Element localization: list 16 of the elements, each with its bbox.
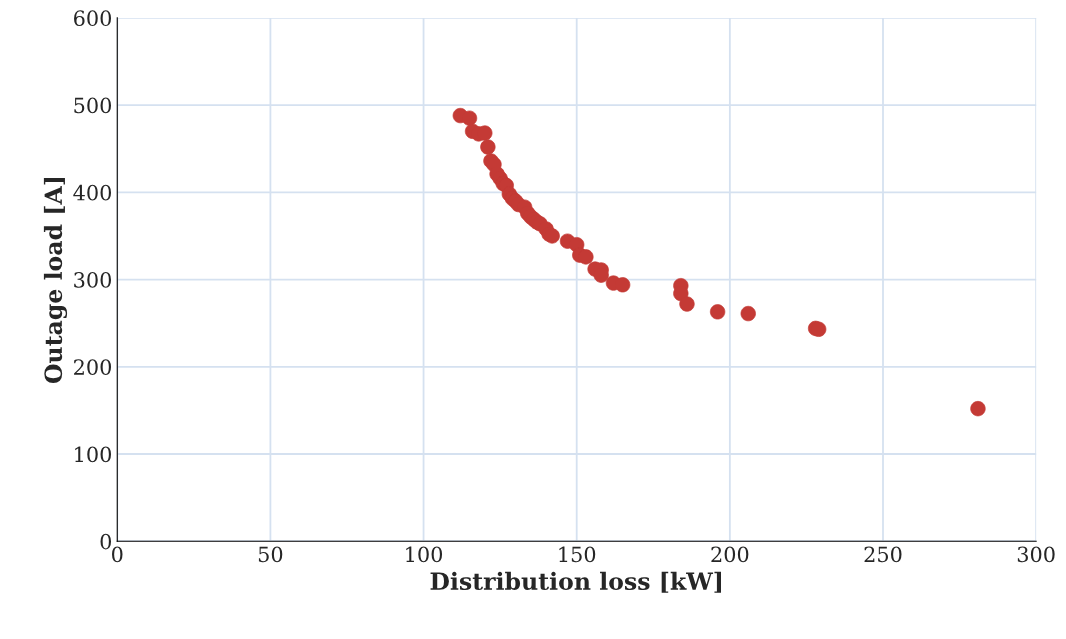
y-tick-label: 500 bbox=[74, 97, 112, 114]
y-tick-label: 200 bbox=[74, 359, 112, 375]
x-axis-title: Distribution loss [kW] bbox=[430, 571, 721, 593]
x-tick-label: 200 bbox=[711, 546, 749, 563]
x-tick-label: 300 bbox=[1017, 546, 1055, 563]
y-tick-label: 300 bbox=[74, 272, 112, 288]
x-tick-label: 100 bbox=[406, 546, 443, 563]
x-tick-label: 50 bbox=[258, 546, 283, 563]
x-tick-label: 0 bbox=[112, 546, 123, 563]
y-tick-label: 100 bbox=[75, 446, 112, 463]
y-axis-title: Outage load [A] bbox=[43, 177, 68, 384]
x-tick-label: 250 bbox=[864, 546, 902, 563]
y-tick-label: 400 bbox=[73, 184, 112, 201]
y-tick-label: 0 bbox=[100, 533, 112, 550]
x-tick-label: 150 bbox=[559, 546, 596, 563]
y-tick-label: 600 bbox=[74, 10, 112, 27]
